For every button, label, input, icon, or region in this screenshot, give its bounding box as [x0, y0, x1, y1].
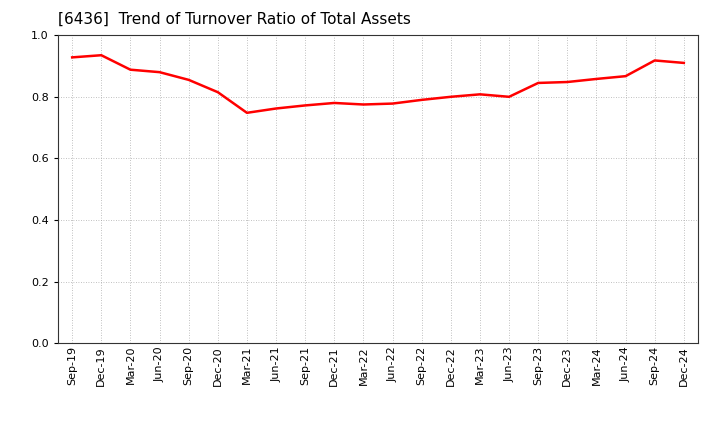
Text: [6436]  Trend of Turnover Ratio of Total Assets: [6436] Trend of Turnover Ratio of Total … — [58, 12, 410, 27]
